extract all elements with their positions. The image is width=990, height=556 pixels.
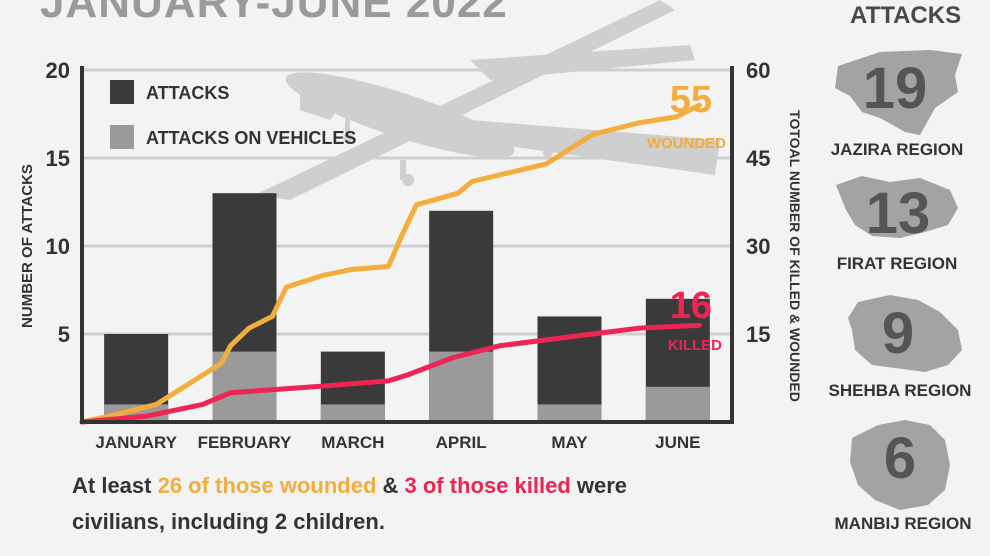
x-tick-label: MAY <box>551 433 588 452</box>
caption: At least 26 of those wounded & 3 of thos… <box>72 468 712 540</box>
legend-label-vehicles: ATTACKS ON VEHICLES <box>146 128 356 148</box>
manbij-label: MANBIJ REGION <box>834 514 972 533</box>
y-tick-label: 10 <box>46 234 70 259</box>
caption-text-2: & <box>376 473 405 498</box>
legend-swatch-attacks <box>110 80 134 104</box>
x-tick-label: JANUARY <box>95 433 177 452</box>
x-tick-label: JUNE <box>655 433 700 452</box>
y2-tick-label: 30 <box>746 234 770 259</box>
jazira-count: 19 <box>862 56 928 121</box>
shehba-label: SHEHBA REGION <box>828 381 972 400</box>
y-tick-label: 20 <box>46 58 70 83</box>
y-axis-title: NUMBER OF ATTACKS <box>19 164 36 328</box>
regions-heading: ATTACKS <box>850 2 962 29</box>
killed-total: 16 <box>670 285 712 327</box>
bar-vehicle-attacks <box>320 404 385 422</box>
y-tick-label: 5 <box>58 322 70 347</box>
caption-killed: 3 of those killed <box>404 473 571 498</box>
y2-tick-label: 15 <box>746 322 770 347</box>
y2-tick-label: 60 <box>746 58 770 83</box>
jazira-label: JAZIRA REGION <box>830 140 964 159</box>
y2-axis-title: TOTOAL NUMBER OF KILLED & WOUNDED <box>787 110 803 402</box>
line-killed <box>79 322 702 425</box>
y-tick-label: 15 <box>46 146 70 171</box>
caption-text-1: At least <box>72 473 158 498</box>
wounded-total: 55 <box>670 79 712 121</box>
manbij-count: 6 <box>883 426 917 491</box>
y2-tick-label: 45 <box>746 146 770 171</box>
drone-icon <box>255 0 720 200</box>
line-wounded <box>79 102 702 425</box>
caption-wounded: 26 of those wounded <box>157 473 377 498</box>
bar-vehicle-attacks <box>645 386 710 422</box>
x-tick-label: MARCH <box>321 433 384 452</box>
wounded-label: WOUNDED <box>647 135 726 152</box>
firat-label: FIRAT REGION <box>836 254 958 273</box>
caption-text-3: were civilians, including 2 children. <box>72 473 628 534</box>
legend-swatch-vehicles <box>110 125 134 149</box>
firat-count: 13 <box>865 181 931 246</box>
legend-label-attacks: ATTACKS <box>146 83 229 103</box>
x-tick-label: FEBRUARY <box>198 433 292 452</box>
shehba-count: 9 <box>881 301 915 366</box>
bar-vehicle-attacks <box>537 404 602 422</box>
killed-label: KILLED <box>668 337 722 354</box>
page-title: JANUARY-JUNE 2022 <box>40 0 508 27</box>
x-tick-label: APRIL <box>436 433 487 452</box>
